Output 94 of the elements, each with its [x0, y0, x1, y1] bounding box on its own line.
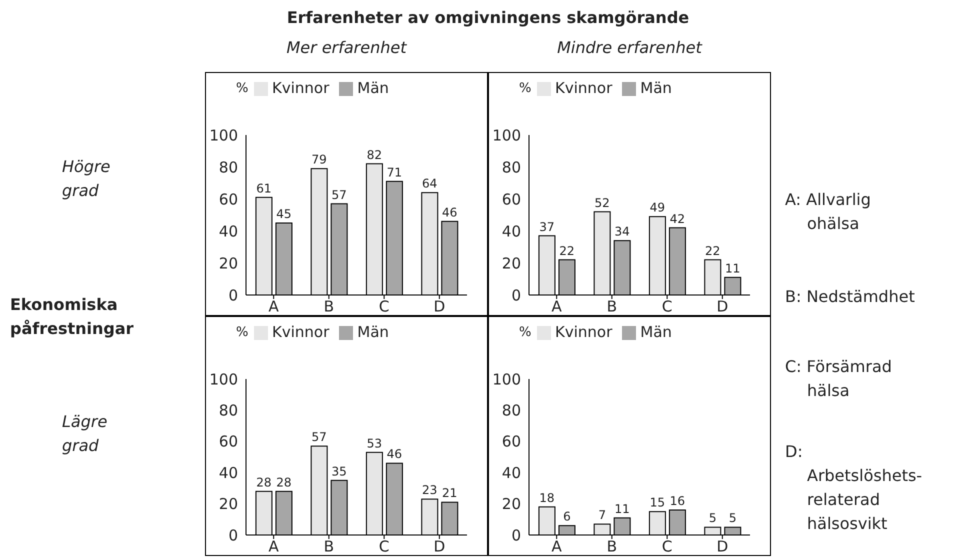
y-tick-label: 40 — [502, 222, 521, 240]
y-tick-label: 20 — [218, 495, 238, 514]
x-tick-label: B — [324, 538, 334, 556]
y-tick-label: 80 — [218, 158, 238, 176]
x-tick-label: B — [606, 538, 618, 556]
x-tick-label: D — [716, 298, 728, 316]
x-tick-label: C — [378, 538, 390, 556]
y-tick-label: 40 — [218, 464, 238, 482]
data-label: 64 — [422, 176, 438, 191]
y-tick-label: 40 — [502, 464, 521, 482]
data-label: 53 — [366, 436, 382, 450]
y-tick-label: 80 — [502, 158, 521, 176]
data-label: 71 — [386, 165, 402, 180]
data-label: 82 — [366, 148, 382, 162]
y-axis-title: % — [236, 325, 248, 340]
x-tick-label: C — [662, 298, 672, 316]
data-label: 37 — [539, 220, 555, 234]
text: D: Arbetslöshets-relaterad hälsosvikt — [785, 441, 922, 535]
data-label: 11 — [725, 261, 740, 276]
legend-label: Kvinnor — [272, 323, 330, 341]
data-label: 6 — [563, 510, 571, 524]
text: A: Allvarlig ohälsa — [785, 189, 872, 235]
y-tick-label: 40 — [218, 222, 238, 240]
data-label: 11 — [614, 502, 630, 516]
legend-label: Män — [640, 79, 672, 97]
data-label: 61 — [256, 181, 272, 196]
y-axis-title: % — [236, 81, 248, 96]
y-tick-label: 0 — [228, 286, 238, 304]
x-tick-label: B — [606, 298, 618, 316]
data-label: 18 — [539, 490, 555, 505]
legend-label: Kvinnor — [555, 79, 612, 97]
data-label: 16 — [670, 494, 686, 508]
x-tick-label: D — [434, 538, 446, 556]
y-tick-label: 0 — [511, 526, 521, 544]
y-tick-label: 0 — [228, 526, 238, 544]
y-tick-label: 20 — [502, 495, 521, 514]
data-label: 52 — [594, 196, 610, 210]
data-label: 5 — [728, 511, 737, 526]
chart-subtitle: Mer erfarenhet — [286, 38, 408, 57]
data-label: 46 — [386, 447, 402, 462]
text: Lägre grad — [62, 411, 108, 457]
y-tick-label: 100 — [492, 370, 521, 388]
legend-label: Män — [357, 79, 389, 97]
data-label: 79 — [312, 152, 327, 167]
y-tick-label: 60 — [218, 190, 238, 208]
data-label: 45 — [276, 207, 292, 221]
data-label: 23 — [422, 483, 438, 498]
y-tick-label: 100 — [492, 126, 521, 144]
y-tick-label: 0 — [511, 286, 521, 304]
x-tick-label: C — [378, 298, 390, 316]
text: C: Försämrad hälsa — [785, 356, 893, 402]
data-label: 28 — [256, 475, 272, 490]
data-label: 35 — [332, 464, 347, 478]
y-axis-title: % — [519, 325, 532, 340]
y-tick-label: 80 — [218, 402, 238, 420]
data-label: 21 — [442, 486, 458, 500]
x-tick-label: A — [551, 298, 562, 316]
data-label: 42 — [670, 212, 686, 226]
data-label: 15 — [650, 496, 666, 510]
data-label: 7 — [598, 508, 606, 522]
x-tick-label: A — [551, 538, 562, 556]
chart-title: Erfarenheter av omgivningens skamgörande — [286, 8, 690, 27]
data-label: 46 — [442, 205, 458, 220]
x-tick-label: C — [662, 538, 672, 556]
y-tick-label: 60 — [218, 432, 238, 451]
data-label: 22 — [705, 244, 720, 258]
data-label: 5 — [708, 511, 717, 526]
text: B: Nedstämdhet — [785, 286, 916, 308]
x-tick-label: D — [716, 538, 728, 556]
y-tick-label: 100 — [209, 126, 238, 144]
chart-subtitle: Mindre erfarenhet — [556, 38, 704, 57]
y-tick-label: 60 — [502, 432, 521, 451]
y-tick-label: 80 — [502, 402, 521, 420]
y-tick-label: 60 — [502, 190, 521, 208]
legend-label: Kvinnor — [555, 323, 612, 341]
text: Ekonomiska påfrestningar — [10, 294, 135, 340]
x-tick-label: D — [434, 298, 446, 316]
data-label: 22 — [559, 244, 575, 258]
data-label: 49 — [650, 200, 666, 215]
y-axis-title: % — [519, 81, 532, 96]
x-tick-label: A — [268, 298, 280, 316]
data-label: 28 — [276, 475, 292, 490]
y-tick-label: 100 — [209, 370, 238, 388]
data-label: 34 — [614, 224, 630, 239]
x-tick-label: A — [268, 538, 280, 556]
text: Högre grad — [62, 156, 112, 202]
legend-label: Män — [640, 323, 672, 341]
x-tick-label: B — [324, 298, 334, 316]
legend-label: Män — [357, 323, 389, 341]
data-label: 57 — [312, 430, 327, 444]
y-tick-label: 20 — [502, 254, 521, 272]
y-tick-label: 20 — [218, 254, 238, 272]
data-label: 57 — [332, 188, 347, 202]
legend-label: Kvinnor — [272, 79, 330, 97]
